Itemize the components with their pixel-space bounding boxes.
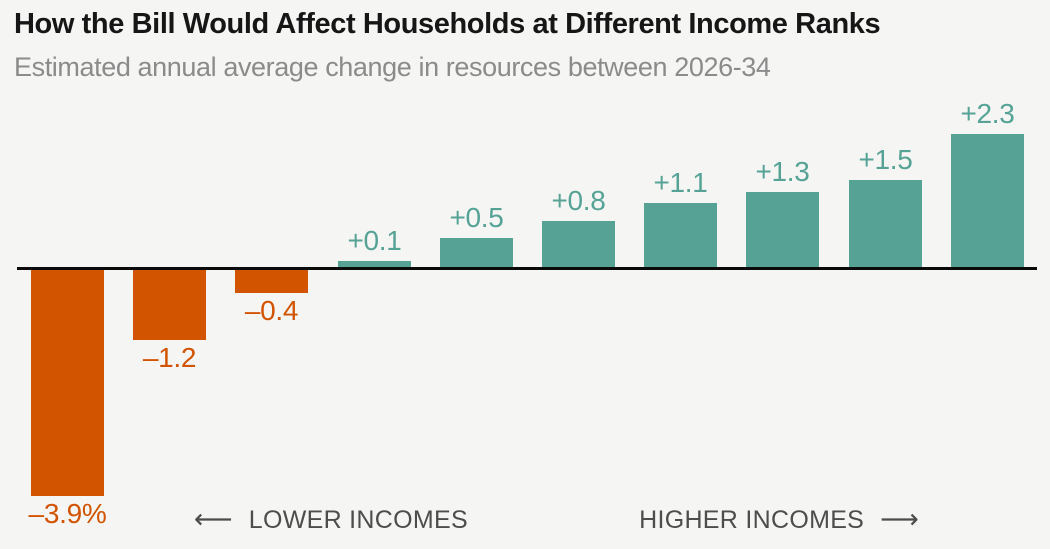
bar bbox=[235, 270, 308, 293]
chart-title: How the Bill Would Affect Households at … bbox=[14, 8, 881, 40]
bar-value-label: +0.5 bbox=[449, 202, 504, 233]
bar bbox=[951, 134, 1024, 267]
bar-value-label: +1.3 bbox=[755, 156, 810, 187]
bar bbox=[746, 192, 819, 267]
right-arrow-icon: ⟶ bbox=[880, 504, 919, 534]
bar bbox=[31, 270, 104, 496]
bar-value-label: +1.1 bbox=[653, 167, 708, 198]
lower-incomes-label: LOWER INCOMES bbox=[248, 506, 468, 534]
left-arrow-icon: ⟵ bbox=[194, 504, 233, 534]
bar bbox=[849, 180, 922, 267]
chart-subtitle: Estimated annual average change in resou… bbox=[14, 52, 771, 82]
bar bbox=[542, 221, 615, 267]
bar-value-label: +1.5 bbox=[858, 144, 913, 175]
bar-value-label: +2.3 bbox=[960, 98, 1015, 129]
higher-incomes-label: HIGHER INCOMES bbox=[639, 506, 865, 534]
bar-value-label: –0.4 bbox=[244, 295, 299, 326]
bar-value-label: –3.9% bbox=[28, 498, 107, 529]
bar bbox=[440, 238, 513, 267]
zero-baseline bbox=[17, 267, 1037, 270]
bar-value-label: +0.1 bbox=[347, 225, 402, 256]
bar bbox=[338, 261, 411, 267]
bar bbox=[644, 203, 717, 267]
higher-incomes-annotation: HIGHER INCOMES ⟶ bbox=[639, 504, 919, 535]
bar bbox=[133, 270, 206, 340]
lower-incomes-annotation: ⟵ LOWER INCOMES bbox=[194, 504, 468, 535]
bar-value-label: +0.8 bbox=[551, 185, 606, 216]
bar-value-label: –1.2 bbox=[142, 342, 197, 373]
